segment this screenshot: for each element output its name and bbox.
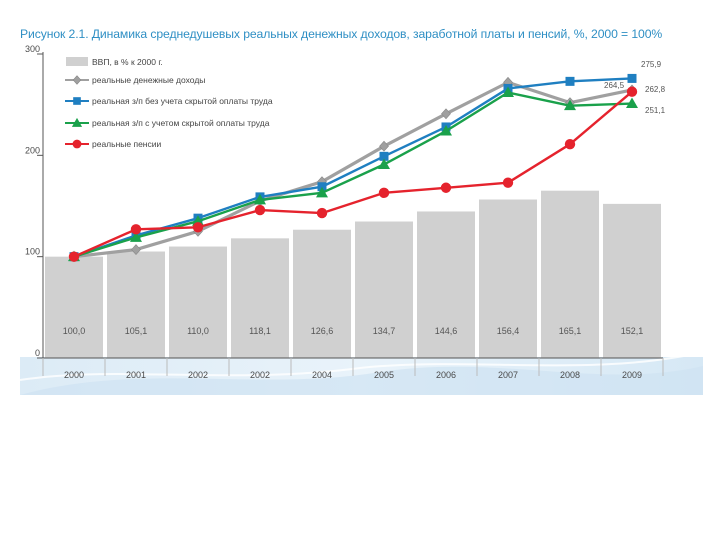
y-tick-label: 0 [35, 348, 40, 358]
y-tick-label: 100 [25, 247, 40, 257]
series-end-label: 264,5 [604, 81, 625, 90]
legend-label: реальная з/п с учетом скрытой оплаты тру… [92, 118, 270, 128]
bar-value-label: 118,1 [249, 326, 271, 336]
bar-value-label: 105,1 [125, 326, 148, 336]
bar-value-label: 144,6 [435, 326, 458, 336]
x-tick-label: 2005 [374, 370, 394, 380]
series-line-1 [73, 80, 633, 259]
x-tick-label: 2000 [64, 370, 84, 380]
data-point-triangle [130, 231, 142, 242]
series-line-2 [73, 77, 633, 258]
bar-value-label: 165,1 [559, 326, 582, 336]
bar-2007 [479, 199, 537, 358]
data-point-circle [192, 222, 204, 233]
legend-marker-diamond [72, 75, 82, 85]
data-point-circle [502, 177, 514, 188]
background-decor [19, 351, 704, 395]
x-tick-label: 2007 [498, 370, 518, 380]
data-point-triangle [564, 99, 576, 111]
page-title: Рисунок 2.1. Динамика среднедушевых реал… [20, 27, 663, 41]
bar-2009 [603, 203, 661, 358]
series-4 [68, 86, 638, 262]
data-point-circle [440, 182, 452, 193]
data-point-circle [68, 251, 80, 262]
data-point-diamond [131, 244, 141, 256]
data-point-circle [626, 86, 638, 97]
series-end-label: 275,9 [641, 60, 662, 69]
data-point-circle [130, 224, 142, 235]
bar-value-label: 110,0 [187, 326, 209, 336]
legend-label: реальные пенсии [92, 139, 161, 149]
data-point-circle [564, 138, 576, 150]
x-tick-label: 2009 [622, 370, 642, 380]
data-point-triangle [440, 125, 452, 136]
data-point-circle [254, 204, 266, 216]
bar-2005 [355, 221, 413, 358]
background-wave [20, 366, 703, 395]
background-wave-line [19, 351, 704, 381]
bar-2001 [107, 251, 165, 358]
x-tick-label: 2006 [436, 370, 456, 380]
bar-2008 [541, 190, 599, 358]
bar-value-label: 134,7 [373, 326, 396, 336]
data-point-triangle [254, 193, 266, 205]
legend-label: реальные денежные доходы [92, 75, 205, 85]
legend-marker-circle [72, 139, 82, 149]
x-tick-label: 2002 [250, 370, 270, 380]
bar-2004 [293, 229, 351, 358]
y-tick-label: 200 [25, 145, 40, 155]
data-point-triangle [316, 186, 328, 198]
series-end-label: 251,1 [645, 106, 666, 115]
data-point-square [565, 76, 575, 86]
bar-value-label: 100,0 [63, 326, 86, 336]
bar-value-label: 156,4 [497, 326, 520, 336]
data-point-circle [378, 187, 390, 199]
legend-swatch-bars [66, 57, 88, 66]
bar-2000 [45, 256, 103, 358]
bar-2006 [417, 211, 475, 358]
bar-value-label: 152,1 [621, 326, 644, 336]
data-point-triangle [502, 86, 514, 98]
data-point-square [379, 151, 389, 161]
bar-2002 [231, 238, 289, 358]
data-point-square [317, 182, 327, 192]
bar-2002 [169, 246, 227, 358]
x-tick-label: 2004 [312, 370, 332, 380]
data-point-circle [316, 207, 328, 219]
data-point-triangle [378, 158, 390, 169]
x-tick-label: 2001 [126, 370, 146, 380]
y-tick-label: 300 [25, 44, 40, 54]
x-tick-label: 2002 [188, 370, 208, 380]
bar-value-label: 126,6 [311, 326, 334, 336]
series-line-4 [73, 90, 633, 258]
legend-marker-square [73, 97, 81, 105]
legend-label-bars: ВВП, в % к 2000 г. [92, 57, 163, 67]
data-point-diamond [379, 140, 389, 152]
data-point-diamond [441, 108, 451, 120]
x-tick-label: 2008 [560, 370, 580, 380]
legend-label: реальная з/п без учета скрытой оплаты тр… [92, 96, 273, 106]
data-point-triangle [626, 97, 638, 109]
legend-marker-triangle [71, 117, 83, 127]
data-point-square [627, 73, 637, 83]
series-end-label: 262,8 [645, 85, 666, 94]
